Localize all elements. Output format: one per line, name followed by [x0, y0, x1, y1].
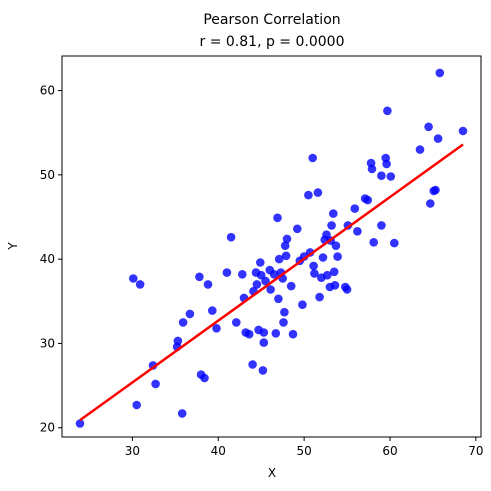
scatter-point-78 [350, 204, 360, 213]
y-tick-label-60: 60 [40, 84, 55, 98]
scatter-point-84 [369, 238, 379, 247]
scatter-point-44 [279, 318, 288, 327]
scatter-point-85 [377, 221, 386, 230]
y-axis-label: Y [6, 242, 20, 251]
scatter-point-66 [323, 270, 332, 280]
scatter-point-19 [232, 318, 241, 327]
y-tick-label-20: 20 [40, 421, 55, 435]
x-tick-label-60: 60 [382, 444, 397, 458]
scatter-point-14 [203, 280, 213, 289]
scatter-point-89 [383, 106, 392, 116]
scatter-point-51 [293, 224, 302, 234]
scatter-point-38 [271, 329, 281, 338]
scatter-point-50 [288, 329, 298, 339]
scatter-point-86 [377, 171, 386, 180]
scatter-point-9 [178, 318, 188, 327]
scatter-point-16 [212, 324, 221, 333]
scatter-point-76 [342, 285, 352, 294]
regression-line [79, 143, 464, 422]
scatter-point-92 [415, 145, 425, 154]
scatter-point-34 [261, 276, 270, 286]
scatter-point-98 [435, 68, 445, 78]
scatter-point-90 [386, 172, 396, 181]
scatter-point-59 [310, 269, 319, 278]
chart-subtitle: r = 0.81, p = 0.0000 [200, 34, 345, 50]
scatter-point-70 [329, 209, 338, 218]
regression-line-layer [79, 143, 464, 422]
scatter-point-18 [226, 232, 236, 242]
x-axis-label: X [268, 466, 276, 480]
x-tick-label-70: 70 [468, 444, 483, 458]
scatter-point-8 [177, 409, 187, 418]
scatter-point-81 [363, 195, 373, 205]
scatter-point-27 [252, 280, 262, 289]
y-axis-ticks: 20 30 40 50 60 [40, 84, 62, 435]
chart-title: Pearson Correlation [203, 12, 340, 28]
scatter-point-20 [238, 270, 247, 279]
scatter-point-46 [280, 241, 290, 250]
scatter-point-63 [318, 253, 328, 262]
scatter-point-23 [244, 329, 254, 339]
scatter-point-58 [309, 261, 318, 271]
x-axis-ticks: 30 40 50 60 70 [125, 437, 483, 458]
scatter-point-83 [367, 164, 377, 174]
scatter-point-97 [433, 134, 443, 143]
scatter-point-47 [281, 251, 291, 261]
y-tick-label-40: 40 [40, 252, 55, 266]
scatter-point-60 [313, 188, 323, 197]
scatter-point-17 [222, 268, 232, 277]
scatter-point-3 [135, 280, 145, 289]
scatter-point-49 [286, 281, 296, 291]
scatter-point-99 [458, 126, 468, 136]
scatter-point-2 [132, 400, 141, 410]
scatter-point-1 [129, 274, 138, 283]
x-tick-label-50: 50 [296, 444, 311, 458]
x-tick-label-30: 30 [125, 444, 140, 458]
scatter-point-36 [266, 285, 275, 294]
scatter-point-93 [424, 122, 433, 132]
scatter-point-41 [274, 254, 284, 264]
scatter-point-30 [256, 270, 266, 280]
scatter-point-48 [282, 234, 292, 244]
scatter-point-69 [327, 221, 336, 230]
scatter-point-0 [75, 419, 85, 428]
scatter-point-96 [431, 185, 440, 195]
scatter-point-79 [353, 227, 362, 236]
scatter-point-57 [308, 153, 318, 163]
scatter-point-72 [330, 281, 340, 290]
data-points [75, 68, 468, 428]
scatter-point-31 [258, 366, 268, 375]
scatter-point-88 [382, 159, 391, 169]
scatter-point-71 [329, 267, 339, 277]
scatter-point-24 [248, 360, 257, 369]
scatter-point-55 [304, 190, 313, 200]
scatter-point-74 [333, 252, 342, 261]
scatter-point-91 [390, 238, 399, 248]
plot-area-frame [61, 55, 482, 438]
scatter-point-29 [255, 258, 265, 267]
scatter-point-37 [269, 270, 279, 279]
x-tick-label-40: 40 [211, 444, 226, 458]
scatter-point-5 [151, 379, 160, 389]
scatter-point-15 [208, 306, 217, 315]
scatter-point-45 [280, 307, 289, 317]
scatter-point-13 [200, 373, 209, 383]
scatter-point-53 [298, 300, 307, 310]
scatter-point-7 [173, 336, 183, 346]
scatter-point-73 [331, 241, 341, 250]
y-tick-label-30: 30 [40, 336, 55, 350]
scatter-point-94 [426, 199, 435, 208]
scatter-point-39 [273, 213, 282, 223]
scatter-point-11 [195, 272, 204, 282]
scatter-point-40 [274, 294, 283, 304]
scatter-point-33 [259, 338, 269, 347]
scatter-point-32 [259, 328, 269, 337]
scatter-point-10 [185, 309, 195, 319]
scatter-point-61 [315, 292, 324, 302]
y-tick-label-50: 50 [40, 168, 55, 182]
